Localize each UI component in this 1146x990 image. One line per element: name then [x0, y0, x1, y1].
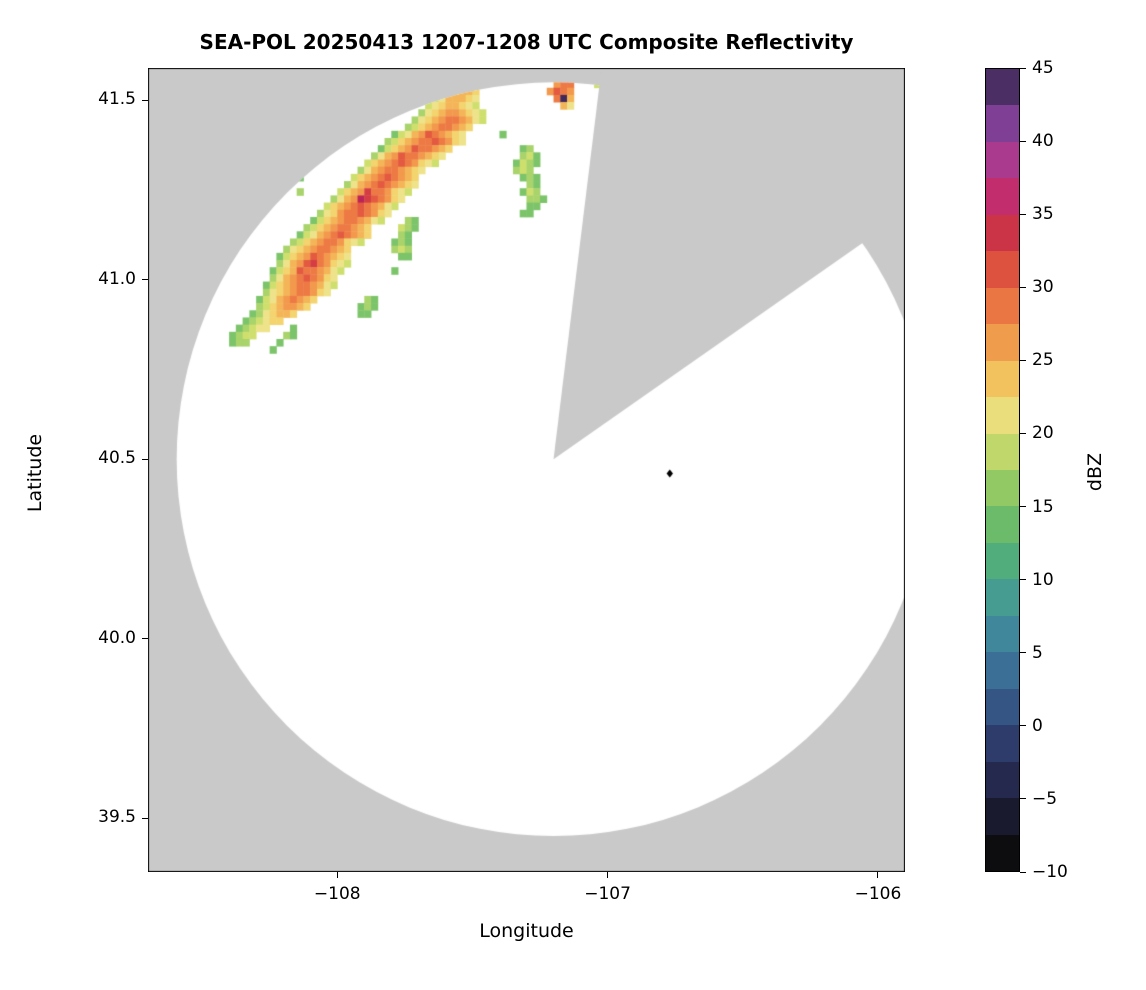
- colorbar-segment: [986, 324, 1019, 361]
- colorbar-tick-label: 25: [1032, 350, 1054, 371]
- colorbar-segment: [986, 615, 1019, 653]
- colorbar-tick-mark: [1020, 652, 1026, 654]
- colorbar-segment: [986, 834, 1019, 871]
- colorbar-segment: [986, 360, 1019, 398]
- colorbar-segment: [986, 579, 1019, 616]
- colorbar-tick-mark: [1020, 432, 1026, 434]
- colorbar-tick-label: 35: [1032, 204, 1054, 225]
- colorbar: [985, 68, 1020, 872]
- colorbar-tick-label: 0: [1032, 715, 1043, 736]
- colorbar-segment: [986, 798, 1019, 835]
- y-tick-mark: [142, 638, 148, 640]
- y-tick-mark: [142, 279, 148, 281]
- x-tick-label: −107: [584, 884, 631, 904]
- colorbar-segment: [986, 761, 1019, 799]
- colorbar-segment: [986, 652, 1019, 689]
- colorbar-segment: [986, 506, 1019, 543]
- colorbar-tick-mark: [1020, 359, 1026, 361]
- colorbar-segment: [986, 397, 1019, 434]
- colorbar-tick-mark: [1020, 506, 1026, 508]
- y-tick-mark: [142, 99, 148, 101]
- x-axis-label: Longitude: [479, 920, 574, 942]
- y-tick-mark: [142, 817, 148, 819]
- colorbar-segment: [986, 251, 1019, 288]
- colorbar-segment: [986, 433, 1019, 471]
- colorbar-tick-label: 5: [1032, 642, 1043, 663]
- colorbar-segment: [986, 69, 1019, 106]
- radar-map-canvas: [148, 68, 905, 872]
- x-tick-label: −106: [854, 884, 902, 904]
- y-tick-label: 40.5: [98, 448, 136, 469]
- colorbar-tick-mark: [1020, 213, 1026, 215]
- x-tick-mark: [877, 872, 879, 878]
- colorbar-segment: [986, 688, 1019, 726]
- colorbar-tick-mark: [1020, 579, 1026, 581]
- colorbar-tick-mark: [1020, 67, 1026, 69]
- y-tick-label: 41.0: [98, 268, 136, 289]
- colorbar-segment: [986, 105, 1019, 142]
- colorbar-segment: [986, 725, 1019, 762]
- y-axis-label: Latitude: [24, 433, 46, 513]
- colorbar-tick-mark: [1020, 871, 1026, 873]
- colorbar-tick-label: −10: [1032, 862, 1068, 882]
- x-tick-label: −108: [313, 884, 361, 904]
- colorbar-tick-mark: [1020, 140, 1026, 142]
- figure-title: SEA-POL 20250413 1207-1208 UTC Composite…: [199, 30, 854, 54]
- colorbar-segment: [986, 287, 1019, 325]
- colorbar-tick-label: 15: [1032, 496, 1054, 517]
- y-tick-label: 40.0: [98, 627, 136, 648]
- colorbar-tick-label: 20: [1032, 423, 1054, 444]
- y-tick-mark: [142, 458, 148, 460]
- colorbar-tick-label: 40: [1032, 131, 1054, 152]
- colorbar-tick-label: −5: [1032, 788, 1058, 809]
- colorbar-tick-label: 10: [1032, 569, 1054, 590]
- colorbar-segment: [986, 178, 1019, 215]
- colorbar-tick-mark: [1020, 286, 1026, 288]
- colorbar-tick-label: 30: [1032, 277, 1054, 298]
- colorbar-segment: [986, 214, 1019, 252]
- x-tick-mark: [336, 872, 338, 878]
- colorbar-segment: [986, 141, 1019, 179]
- colorbar-segment: [986, 542, 1019, 580]
- x-tick-mark: [607, 872, 609, 878]
- y-tick-label: 41.5: [98, 89, 136, 110]
- y-tick-label: 39.5: [98, 807, 136, 828]
- colorbar-tick-label: 45: [1032, 58, 1054, 78]
- colorbar-tick-mark: [1020, 798, 1026, 800]
- colorbar-tick-mark: [1020, 725, 1026, 727]
- colorbar-segment: [986, 470, 1019, 507]
